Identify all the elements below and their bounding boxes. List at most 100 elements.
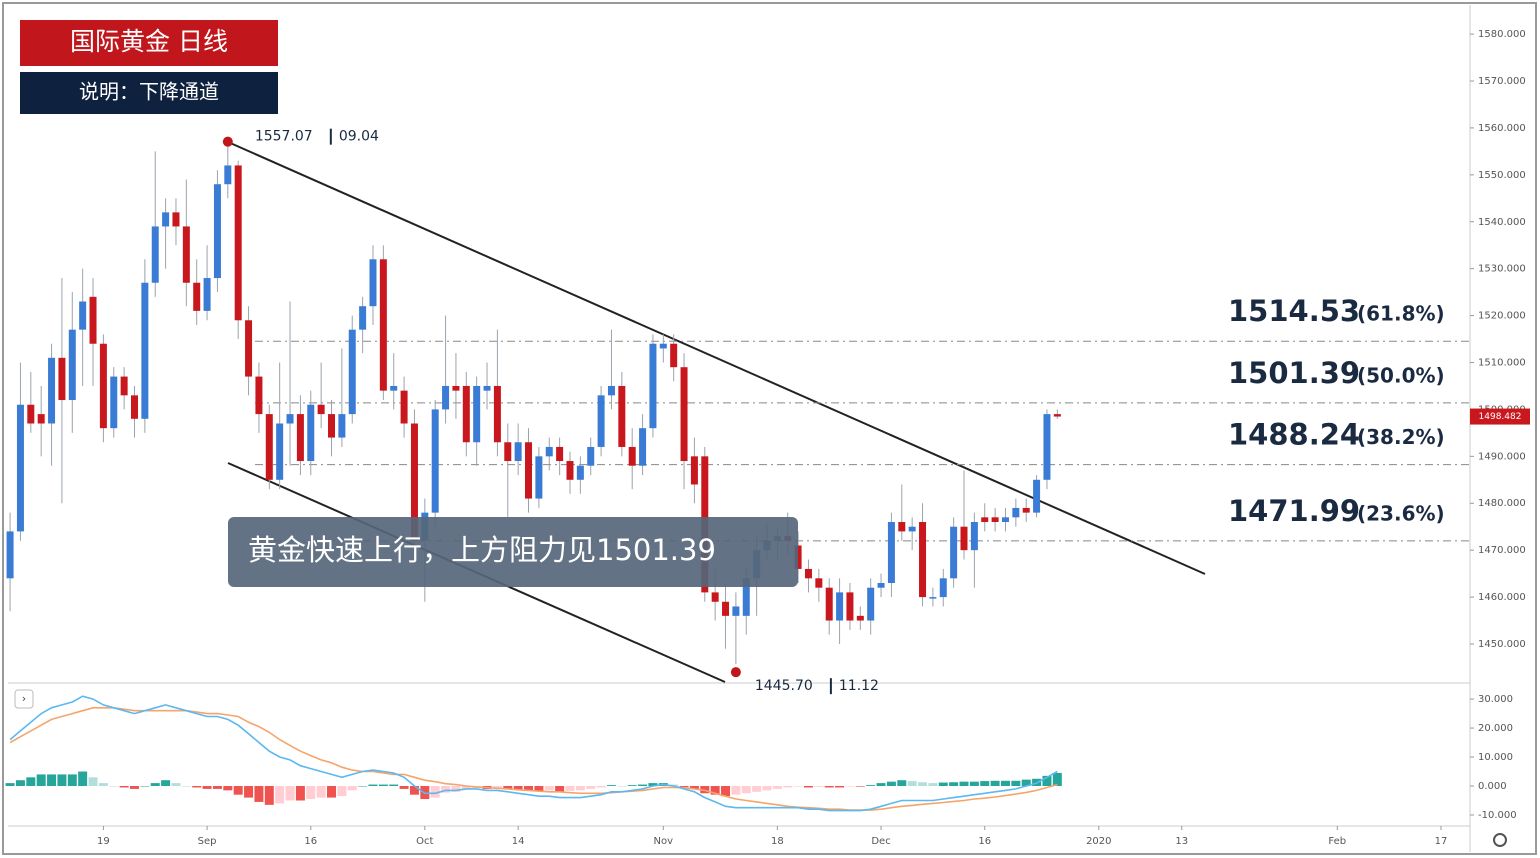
candle-body bbox=[1043, 414, 1051, 480]
candle-body bbox=[276, 423, 284, 480]
candle-body bbox=[1022, 507, 1030, 513]
candle-body bbox=[317, 404, 325, 415]
macd-bar bbox=[835, 786, 845, 788]
x-tick-label: 19 bbox=[97, 836, 110, 847]
candle-body bbox=[359, 306, 367, 330]
candle-body bbox=[576, 465, 584, 480]
candle-body bbox=[587, 446, 595, 466]
candle-body bbox=[794, 545, 802, 569]
macd-bar bbox=[337, 786, 347, 797]
level-value: 1471.99 bbox=[1228, 494, 1360, 528]
candle-body bbox=[379, 259, 387, 391]
macd-bar bbox=[368, 784, 378, 787]
macd-bar bbox=[1011, 780, 1021, 787]
y-tick-label: 1530.000 bbox=[1478, 264, 1526, 275]
macd-bar bbox=[233, 786, 243, 795]
annotation: 黄金快速上行，上方阻力见1501.39 bbox=[248, 533, 716, 567]
macd-bar bbox=[264, 786, 274, 805]
macd-bar bbox=[26, 777, 36, 787]
collapse-icon[interactable]: › bbox=[22, 692, 26, 705]
candle-body bbox=[597, 395, 605, 447]
macd-bar bbox=[327, 786, 337, 798]
macd-bar bbox=[347, 786, 357, 791]
macd-bar bbox=[212, 786, 222, 789]
macd-bar bbox=[244, 786, 254, 798]
candle-body bbox=[58, 357, 66, 401]
candle-body bbox=[462, 385, 470, 443]
macd-y-tick-label: 0.000 bbox=[1478, 781, 1507, 792]
candle-body bbox=[400, 390, 408, 424]
candle-body bbox=[348, 329, 356, 415]
macd-bar bbox=[980, 781, 990, 787]
macd-bar bbox=[524, 786, 534, 791]
macd-bar bbox=[358, 786, 368, 787]
y-tick-label: 1550.000 bbox=[1478, 170, 1526, 181]
macd-bar bbox=[223, 786, 233, 791]
macd-bar bbox=[555, 786, 565, 792]
macd-bar bbox=[47, 774, 57, 787]
x-tick-label: 13 bbox=[1175, 836, 1188, 847]
x-tick-label: 16 bbox=[978, 836, 991, 847]
candle-body bbox=[732, 606, 740, 616]
chart-subtitle: 说明：下降通道 bbox=[79, 80, 219, 104]
candle-body bbox=[286, 414, 294, 424]
macd-bar bbox=[1052, 772, 1062, 787]
macd-bar bbox=[586, 786, 596, 789]
level-pct: (61.8%) bbox=[1357, 302, 1445, 326]
macd-bar bbox=[752, 786, 762, 792]
macd-bar bbox=[161, 780, 171, 787]
candle-body bbox=[846, 592, 854, 621]
macd-bar bbox=[938, 782, 948, 787]
candle-body bbox=[1033, 479, 1041, 513]
candle-body bbox=[722, 601, 730, 616]
macd-bar bbox=[907, 781, 917, 787]
candle-body bbox=[981, 517, 989, 523]
candle-body bbox=[120, 376, 128, 396]
candle-body bbox=[79, 301, 87, 330]
collapse-button[interactable] bbox=[14, 689, 34, 709]
candle-body bbox=[483, 385, 491, 391]
x-tick-label: 17 bbox=[1435, 836, 1448, 847]
x-tick-label: 2020 bbox=[1086, 836, 1111, 847]
macd-bar bbox=[441, 786, 451, 793]
macd-bar bbox=[886, 781, 896, 787]
candle-body bbox=[307, 404, 315, 462]
macd-bar bbox=[689, 786, 699, 789]
macd-bar bbox=[814, 786, 824, 787]
macd-bar bbox=[140, 786, 150, 787]
macd-bar bbox=[295, 786, 305, 801]
macd-bar bbox=[202, 786, 212, 789]
title-box bbox=[20, 20, 278, 66]
y-tick-label: 1460.000 bbox=[1478, 592, 1526, 603]
candle-body bbox=[213, 184, 221, 279]
macd-bar bbox=[606, 785, 616, 787]
extreme-dot bbox=[730, 667, 741, 678]
candle-body bbox=[939, 578, 947, 598]
y-tick-label: 1540.000 bbox=[1478, 217, 1526, 228]
macd-bar bbox=[378, 784, 388, 787]
macd-bar bbox=[918, 782, 928, 787]
extreme-dot bbox=[222, 136, 233, 147]
y-tick-label: 1520.000 bbox=[1478, 311, 1526, 322]
candle-body bbox=[193, 282, 201, 311]
candle-body bbox=[639, 428, 647, 466]
candle-body bbox=[130, 395, 138, 419]
macd-bar bbox=[959, 781, 969, 787]
candle-body bbox=[504, 442, 512, 462]
macd-bar bbox=[627, 785, 637, 787]
y-tick-label: 1470.000 bbox=[1478, 545, 1526, 556]
candle-body bbox=[493, 385, 501, 443]
x-tick-label: 18 bbox=[771, 836, 784, 847]
macd-bar bbox=[306, 786, 316, 800]
settings-icon[interactable] bbox=[1493, 833, 1507, 847]
macd-bar bbox=[762, 786, 772, 791]
candle-body bbox=[670, 343, 678, 368]
level-pct: (50.0%) bbox=[1357, 363, 1445, 387]
macd-bar bbox=[969, 781, 979, 787]
last-price-label: 1498.482 bbox=[1479, 412, 1522, 422]
candle-body bbox=[442, 385, 450, 410]
candle-body bbox=[680, 367, 688, 462]
candle-body bbox=[1012, 507, 1020, 518]
candle-body bbox=[960, 526, 968, 551]
candle-body bbox=[659, 343, 667, 349]
